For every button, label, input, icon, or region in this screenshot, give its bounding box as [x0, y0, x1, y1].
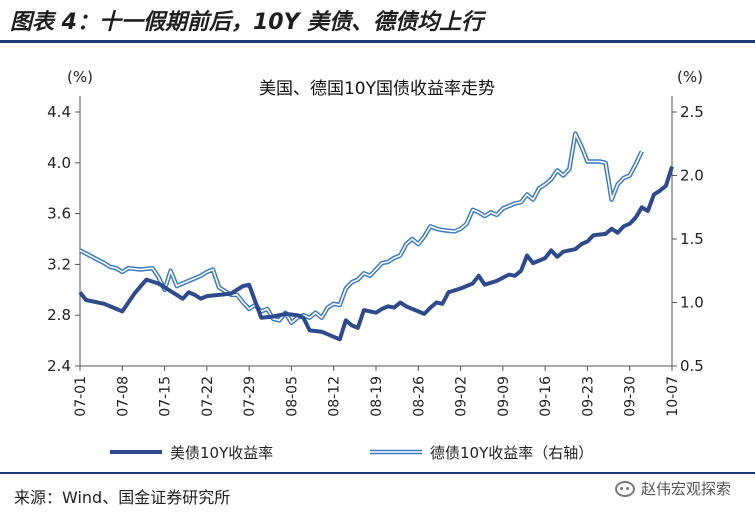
- left-tick-label: 4.4: [47, 103, 71, 121]
- legend: 美债10Y收益率 德债10Y收益率（右轴）: [110, 444, 593, 462]
- right-tick-label: 2.0: [680, 167, 704, 185]
- x-tick-label: 07-08: [115, 376, 131, 417]
- bottom-rule: [0, 472, 755, 474]
- de-yield-line-outline: [78, 131, 644, 326]
- legend-label-de: 德债10Y收益率（右轴）: [430, 444, 593, 462]
- x-tick-label: 09-23: [580, 376, 596, 417]
- x-tick-label: 09-30: [623, 376, 639, 417]
- legend-label-us: 美债10Y收益率: [170, 444, 273, 462]
- right-tick-label: 1.0: [680, 294, 704, 312]
- figure-title: 图表 4：十一假期前后，10Y 美债、德债均上行: [10, 10, 484, 35]
- x-tick-label: 08-12: [327, 376, 343, 417]
- x-tick-label: 10-07: [665, 376, 681, 417]
- x-tick-label: 07-22: [200, 376, 216, 417]
- right-tick-label: 1.5: [680, 230, 704, 248]
- right-tick-label: 0.5: [680, 357, 704, 375]
- right-axis-unit: (%): [677, 68, 703, 86]
- title-rule: [0, 40, 755, 43]
- watermark-text: 赵伟宏观探索: [640, 480, 731, 498]
- left-tick-label: 2.8: [47, 306, 71, 324]
- x-tick-label: 08-05: [284, 376, 300, 417]
- left-axis-unit: (%): [67, 68, 93, 86]
- chart-title: 美国、德国10Y国债收益率走势: [259, 79, 495, 99]
- de-yield-line: [79, 132, 643, 324]
- x-tick-label: 09-16: [538, 376, 554, 417]
- us-yield-line: [78, 166, 674, 342]
- axes: 2.4 2.8 3.2 3.6 4.0 4.4 0.5 1.0 1.5 2.0 2.5 07-01 07…: [47, 96, 704, 417]
- left-tick-label: 3.6: [47, 205, 71, 223]
- left-tick-label: 2.4: [47, 357, 71, 375]
- right-tick-label: 2.5: [680, 103, 704, 121]
- source-note: 来源：Wind、国金证券研究所: [14, 488, 231, 507]
- series-layer: [78, 131, 674, 342]
- wechat-icon: [614, 480, 635, 497]
- yield-line-chart: 美国、德国10Y国债收益率走势 (%) (%) 2.4 2.8 3.2 3.6 4.0 4…: [47, 68, 704, 462]
- x-tick-label: 08-26: [411, 376, 427, 417]
- left-tick-label: 4.0: [47, 154, 71, 172]
- x-tick-label: 07-01: [73, 376, 89, 417]
- x-tick-label: 09-02: [454, 376, 470, 417]
- x-tick-label: 09-09: [496, 376, 512, 417]
- x-tick-label: 07-15: [158, 376, 174, 417]
- left-tick-label: 3.2: [47, 255, 71, 273]
- x-tick-label: 08-19: [369, 376, 385, 417]
- x-tick-label: 07-29: [242, 376, 258, 417]
- watermark: 赵伟宏观探索: [614, 478, 731, 499]
